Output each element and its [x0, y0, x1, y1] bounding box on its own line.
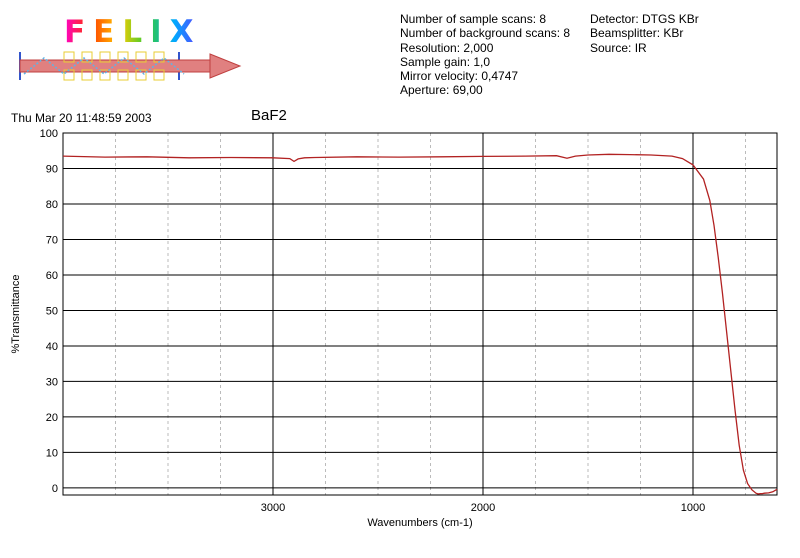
param-source: Source: IR [590, 40, 647, 55]
x-tick-label: 1000 [681, 502, 705, 514]
instrument-params: Detector: DTGS KBr Beamsplitter: KBr Sou… [590, 12, 699, 55]
param-resolution: Resolution: 2,000 [400, 40, 494, 55]
y-tick-label: 0 [52, 483, 58, 495]
felix-logo: FELIX [14, 8, 254, 88]
plot-frame [62, 132, 778, 496]
param-background-scans: Number of background scans: 8 [400, 26, 571, 41]
param-mirror-velocity: Mirror velocity: 0,4747 [400, 69, 519, 84]
x-axis-title: Wavenumbers (cm-1) [367, 517, 472, 529]
y-tick-label: 20 [46, 412, 58, 424]
logo-arrow-graphic [19, 51, 242, 81]
x-tick-label: 3000 [261, 502, 285, 514]
grid-lines [63, 133, 777, 495]
y-tick-label: 70 [46, 234, 58, 246]
logo-text: FELIX [64, 14, 202, 50]
param-sample-gain: Sample gain: 1,0 [400, 54, 491, 69]
param-beamsplitter: Beamsplitter: KBr [590, 26, 684, 41]
acquisition-params: Number of sample scans: 8 Number of back… [400, 12, 570, 98]
param-aperture: Aperture: 69,00 [400, 83, 483, 98]
y-axis-title: %Transmittance [10, 274, 22, 353]
y-tick-label: 30 [46, 376, 58, 388]
y-tick-label: 100 [40, 128, 58, 140]
series-line-transmittance [62, 153, 778, 495]
y-tick-label: 60 [46, 270, 58, 282]
param-sample-scans: Number of sample scans: 8 [400, 12, 547, 26]
y-tick-label: 80 [46, 199, 58, 211]
y-tick-label: 90 [46, 163, 58, 175]
timestamp: Thu Mar 20 11:48:59 2003 [11, 111, 152, 125]
axis-ticks: 3000 2000 1000 0 10 20 30 40 50 60 70 80 90 100 [40, 128, 706, 514]
y-tick-label: 40 [46, 341, 58, 353]
chart-title: BaF2 [251, 107, 287, 124]
param-detector: Detector: DTGS KBr [590, 12, 699, 26]
x-tick-label: 2000 [471, 502, 495, 514]
y-tick-label: 50 [46, 305, 58, 317]
y-tick-label: 10 [46, 447, 58, 459]
